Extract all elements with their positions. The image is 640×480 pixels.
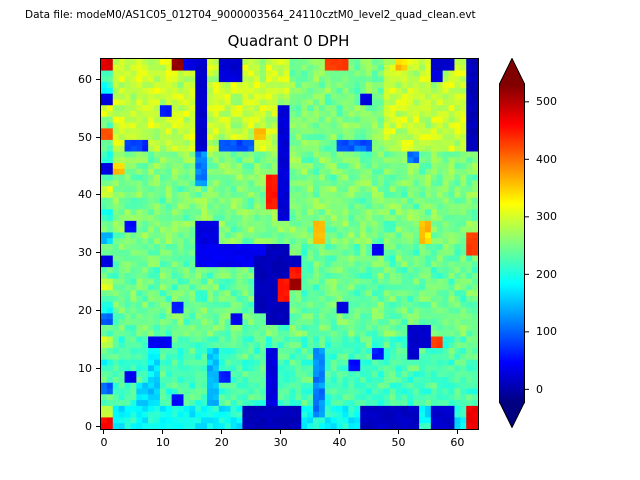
colorbar-tick-label: 300 bbox=[536, 210, 557, 224]
heatmap-image bbox=[101, 59, 478, 429]
x-tick-label: 20 bbox=[214, 436, 229, 449]
y-tick-label: 30 bbox=[78, 246, 92, 260]
x-tick-mark bbox=[397, 430, 399, 434]
chart-title: Quadrant 0 DPH bbox=[227, 32, 350, 50]
y-tick-mark bbox=[96, 252, 100, 254]
y-tick-mark bbox=[96, 425, 100, 427]
y-tick-label: 0 bbox=[85, 419, 92, 433]
y-tick-mark bbox=[96, 194, 100, 196]
y-tick-mark bbox=[96, 309, 100, 311]
x-tick-label: 0 bbox=[100, 436, 108, 449]
x-tick-mark bbox=[456, 430, 458, 434]
x-tick-label: 10 bbox=[155, 436, 170, 449]
y-tick-mark bbox=[96, 136, 100, 138]
colorbar-gradient bbox=[499, 58, 531, 428]
y-tick-mark bbox=[96, 367, 100, 369]
heatmap-axes: 0 10 20 30 40 50 60 0 10 20 30 40 50 60 bbox=[78, 58, 479, 449]
y-tick-label: 10 bbox=[78, 361, 92, 375]
x-tick-label: 60 bbox=[450, 436, 465, 449]
x-tick-label: 50 bbox=[391, 436, 406, 449]
x-tick-label: 40 bbox=[332, 436, 347, 449]
y-tick-label: 60 bbox=[78, 72, 92, 86]
x-tick-mark bbox=[162, 430, 164, 434]
x-tick-mark bbox=[103, 430, 105, 434]
colorbar-tick-label: 200 bbox=[536, 267, 557, 281]
y-tick-mark bbox=[96, 78, 100, 80]
x-tick-mark bbox=[280, 430, 282, 434]
datafile-label: Data file: modeM0/AS1C05_012T04_90000035… bbox=[25, 9, 476, 21]
y-tick-label: 40 bbox=[78, 188, 92, 202]
x-tick-mark bbox=[221, 430, 223, 434]
x-tick-mark bbox=[339, 430, 341, 434]
colorbar-tick-label: 0 bbox=[536, 382, 543, 396]
colorbar: 0 100 200 300 400 500 bbox=[499, 58, 589, 428]
y-tick-label: 20 bbox=[78, 303, 92, 317]
y-tick-label: 50 bbox=[78, 130, 92, 144]
colorbar-tick-label: 100 bbox=[536, 325, 557, 339]
x-tick-label: 30 bbox=[273, 436, 288, 449]
colorbar-tick-label: 500 bbox=[536, 95, 557, 109]
colorbar-tick-label: 400 bbox=[536, 152, 557, 166]
